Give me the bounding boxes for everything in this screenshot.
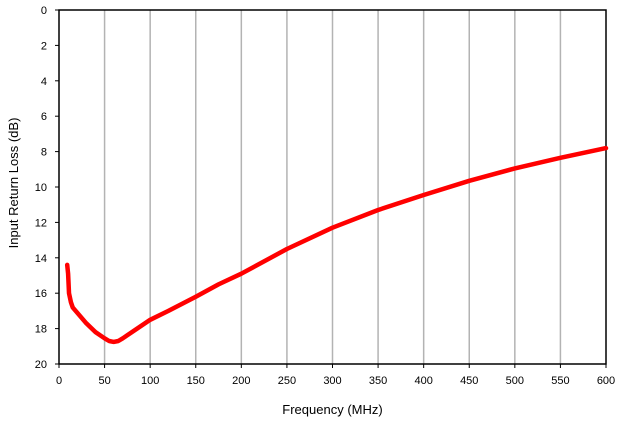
y-tick-label: 12	[35, 217, 47, 229]
series-layer	[64, 145, 609, 345]
x-tick-label: 450	[460, 375, 478, 387]
x-tick-label: 300	[323, 375, 341, 387]
y-tick-label: 10	[35, 182, 47, 194]
y-tick-label: 4	[41, 76, 47, 88]
x-tick-label: 0	[56, 375, 62, 387]
y-tick-label: 18	[35, 324, 47, 336]
y-tick-label: 0	[41, 5, 47, 17]
y-axis-title: Input Return Loss (dB)	[6, 118, 21, 249]
x-tick-label: 150	[187, 375, 205, 387]
y-axis: 0 2 4 6 8 10 12 14 16 18 20	[35, 5, 59, 371]
x-tick-label: 600	[597, 375, 615, 387]
grid-lines	[103, 10, 562, 364]
x-axis: 0 50 100 150 200 250 300 350 400 450 500 550 600	[56, 364, 615, 387]
x-tick-label: 500	[506, 375, 524, 387]
x-tick-label: 50	[98, 375, 110, 387]
y-tick-label: 16	[35, 288, 47, 300]
y-tick-label: 20	[35, 359, 47, 371]
x-tick-label: 350	[369, 375, 387, 387]
x-tick-label: 250	[278, 375, 296, 387]
x-tick-label: 400	[414, 375, 432, 387]
x-tick-label: 200	[232, 375, 250, 387]
y-tick-label: 2	[41, 40, 47, 52]
series-line	[64, 145, 609, 345]
y-tick-label: 8	[41, 147, 47, 159]
x-axis-title: Frequency (MHz)	[282, 402, 382, 417]
y-tick-label: 14	[35, 253, 47, 265]
y-tick-label: 6	[41, 111, 47, 123]
x-tick-label: 550	[551, 375, 569, 387]
x-tick-label: 100	[141, 375, 159, 387]
